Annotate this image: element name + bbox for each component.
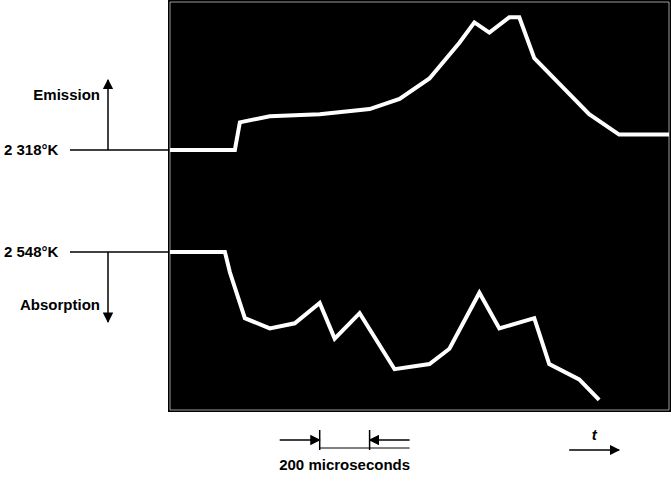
svg-text:Emission: Emission [33, 86, 100, 103]
svg-text:Absorption: Absorption [20, 296, 100, 313]
svg-text:t: t [592, 426, 598, 443]
svg-text:200 microseconds: 200 microseconds [279, 456, 410, 473]
svg-text:2 318°K: 2 318°K [4, 141, 59, 158]
svg-text:2 548°K: 2 548°K [4, 243, 59, 260]
